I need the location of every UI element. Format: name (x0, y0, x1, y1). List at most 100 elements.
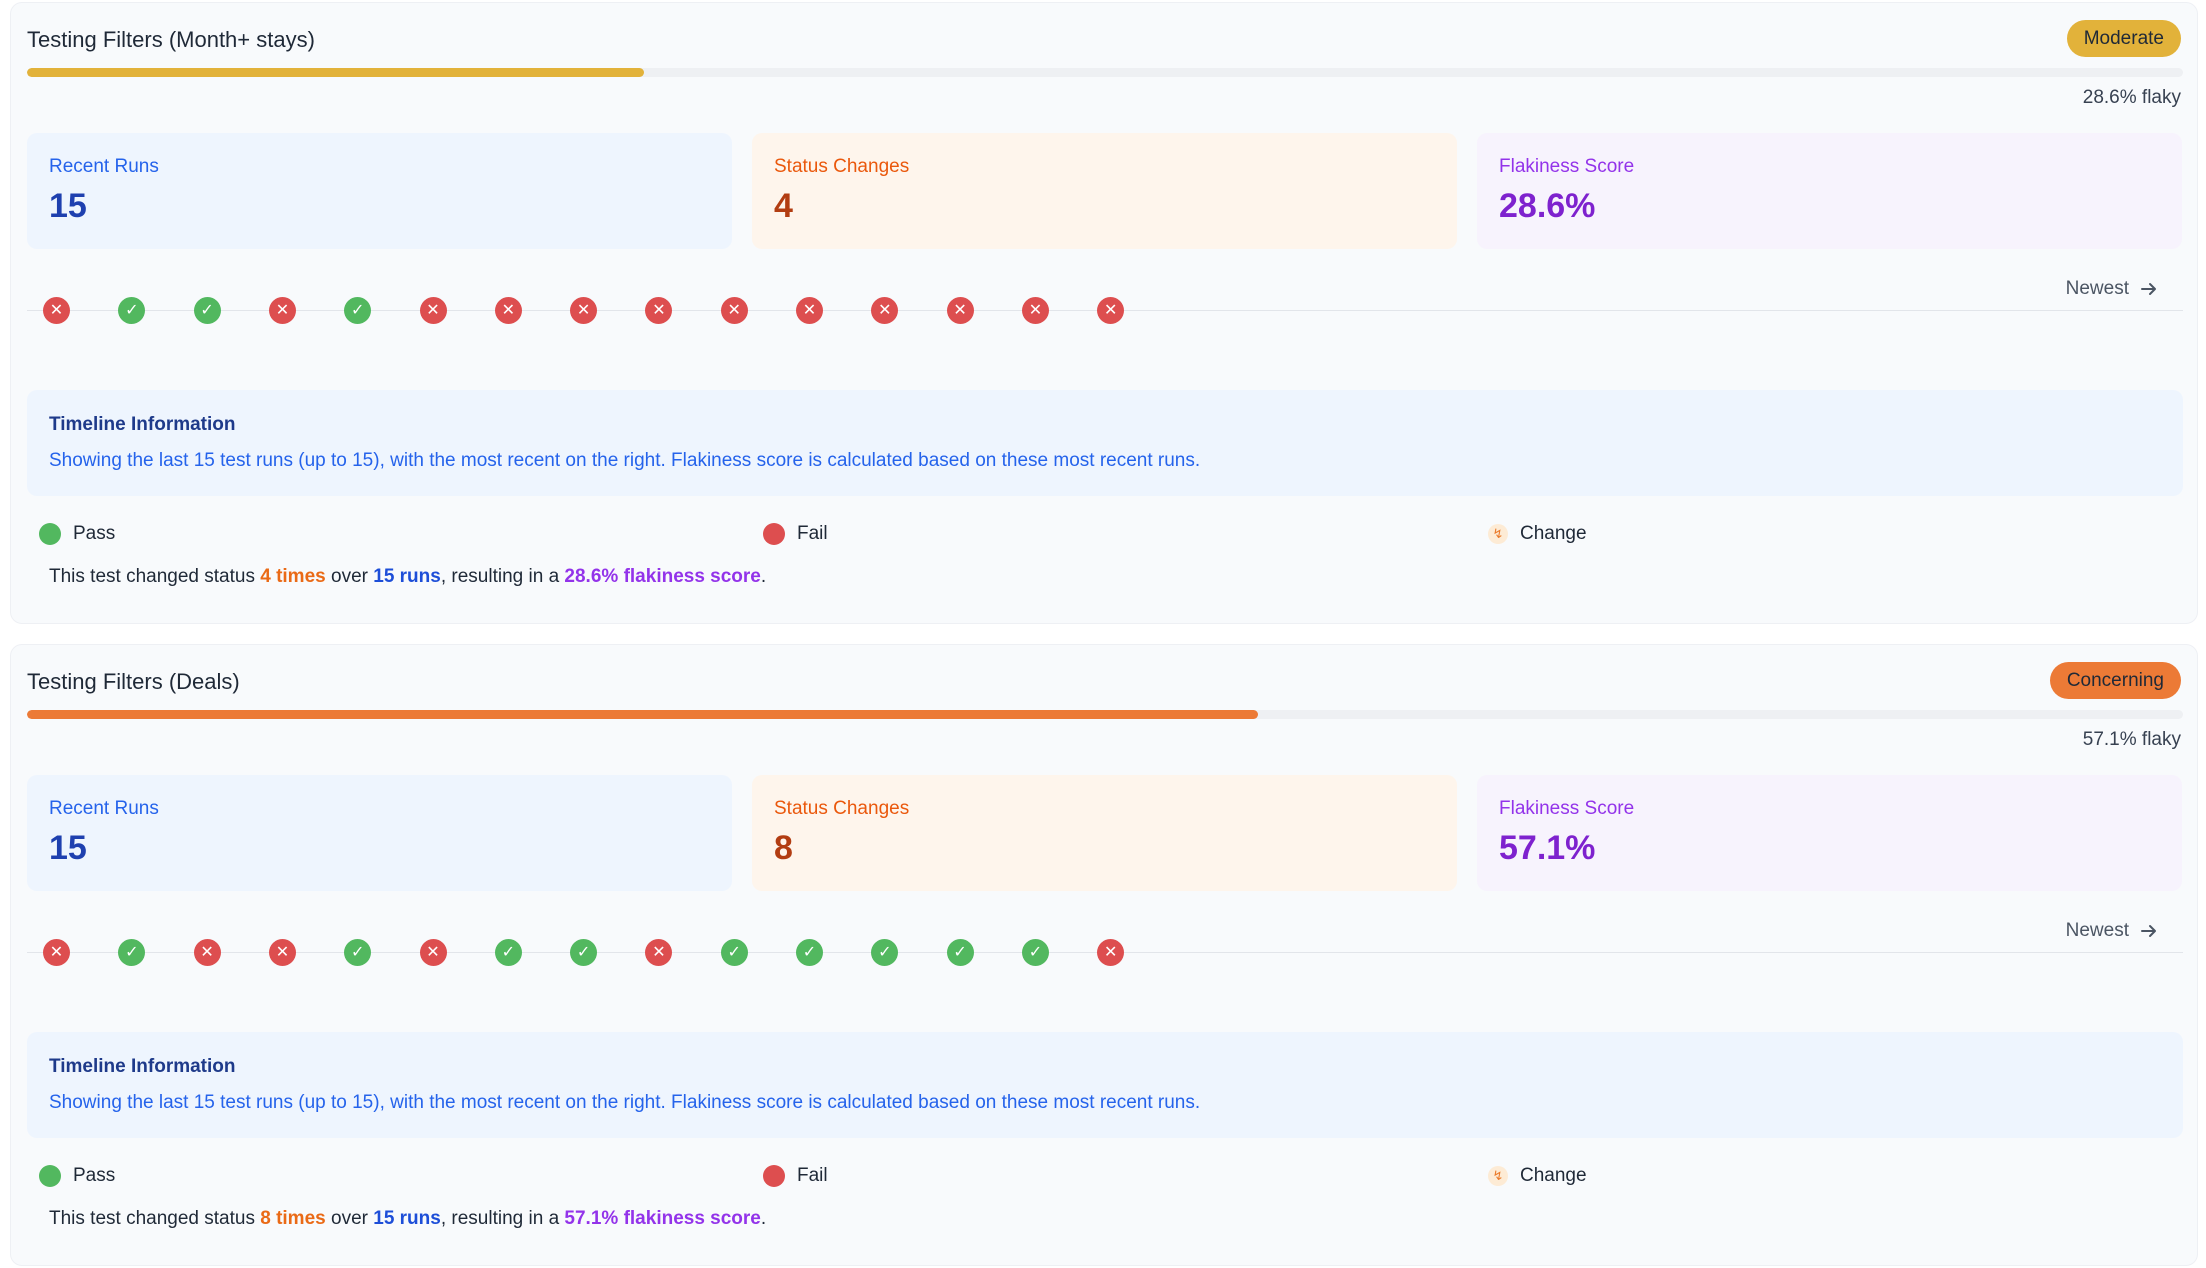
legend-change-label: Change (1520, 1165, 1587, 1186)
legend-fail: Fail (763, 1165, 828, 1187)
fail-x-icon[interactable]: ✕ (645, 939, 673, 966)
summary-runs: 15 runs (373, 566, 441, 587)
flaky-percentage: 57.1% flaky (2082, 729, 2181, 750)
legend-change-label: Change (1520, 523, 1587, 544)
pass-check-icon[interactable]: ✓ (344, 297, 372, 324)
fail-x-icon[interactable]: ✕ (43, 297, 70, 324)
summary-text: This test changed status 4 times over 15… (49, 566, 766, 588)
status-changes-stat: Status Changes 8 (752, 775, 1457, 891)
newest-indicator: Newest (2066, 278, 2159, 300)
timeline-info-box: Timeline Information Showing the last 15… (27, 1032, 2183, 1138)
recent-runs-stat: Recent Runs 15 (27, 775, 732, 891)
fail-x-icon[interactable]: ✕ (1097, 939, 1125, 966)
run-timeline: Newest ✕ ✓ ✓ ✕ ✓ ✕ ✕ ✕ ✕ ✕ ✕ ✕ ✕ ✕ ✕ (27, 273, 2183, 324)
flakiness-score-value: 28.6% (1499, 187, 1596, 225)
test-card: Testing Filters (Deals) Concerning 57.1%… (10, 644, 2198, 1266)
severity-badge: Concerning (2049, 662, 2181, 699)
legend-fail: Fail (763, 523, 828, 545)
fail-dot-icon (763, 523, 785, 545)
pass-check-icon[interactable]: ✓ (118, 297, 146, 324)
legend-pass-label: Pass (73, 1165, 116, 1186)
recent-runs-label: Recent Runs (49, 156, 159, 177)
fail-x-icon[interactable]: ✕ (268, 297, 296, 324)
summary-text: This test changed status 8 times over 15… (49, 1208, 766, 1230)
summary-score: 57.1% flakiness score (564, 1208, 761, 1229)
fail-x-icon[interactable]: ✕ (720, 297, 748, 324)
fail-x-icon[interactable]: ✕ (43, 939, 70, 966)
summary-prefix: This test changed status (49, 1208, 255, 1229)
flakiness-score-stat: Flakiness Score 28.6% (1477, 133, 2182, 249)
legend-pass-label: Pass (73, 523, 116, 544)
lightning-icon: ↯ (1488, 524, 1508, 544)
legend-change: ↯ Change (1488, 1165, 1587, 1187)
fail-x-icon[interactable]: ✕ (1021, 297, 1049, 324)
legend-fail-label: Fail (797, 523, 828, 544)
fail-x-icon[interactable]: ✕ (946, 297, 974, 324)
pass-check-icon[interactable]: ✓ (1021, 939, 1049, 966)
pass-check-icon[interactable]: ✓ (570, 939, 598, 966)
flakiness-progress-bar (27, 710, 2183, 719)
flaky-percentage: 28.6% flaky (2082, 87, 2181, 108)
fail-x-icon[interactable]: ✕ (193, 939, 221, 966)
flakiness-score-label: Flakiness Score (1499, 798, 1635, 819)
summary-end: . (760, 566, 767, 587)
summary-runs: 15 runs (373, 1208, 441, 1229)
pass-check-icon[interactable]: ✓ (494, 939, 522, 966)
flakiness-score-stat: Flakiness Score 57.1% (1477, 775, 2182, 891)
test-title: Testing Filters (Deals) (27, 669, 240, 694)
status-changes-label: Status Changes (774, 156, 910, 177)
lightning-icon: ↯ (1488, 1166, 1508, 1186)
status-changes-value: 8 (774, 829, 793, 867)
flakiness-progress-fill (27, 68, 644, 77)
pass-check-icon[interactable]: ✓ (946, 939, 974, 966)
fail-x-icon[interactable]: ✕ (419, 939, 447, 966)
summary-score: 28.6% flakiness score (564, 566, 761, 587)
summary-times: 8 times (260, 1208, 326, 1229)
summary-over: over (331, 1208, 368, 1229)
status-changes-stat: Status Changes 4 (752, 133, 1457, 249)
flakiness-progress-bar (27, 68, 2183, 77)
pass-check-icon[interactable]: ✓ (796, 939, 823, 966)
fail-x-icon[interactable]: ✕ (796, 297, 823, 324)
pass-check-icon[interactable]: ✓ (118, 939, 146, 966)
summary-times: 4 times (260, 566, 326, 587)
legend-pass: Pass (39, 1165, 115, 1187)
newest-label: Newest (2065, 278, 2129, 299)
timeline-info-text: Showing the last 15 test runs (up to 15)… (49, 450, 1201, 471)
severity-badge: Moderate (2066, 20, 2181, 57)
fail-x-icon[interactable]: ✕ (1097, 297, 1125, 324)
timeline-info-title: Timeline Information (49, 1056, 236, 1077)
summary-over: over (331, 566, 368, 587)
fail-x-icon[interactable]: ✕ (494, 297, 522, 324)
run-timeline: Newest ✕ ✓ ✕ ✕ ✓ ✕ ✓ ✓ ✕ ✓ ✓ ✓ ✓ ✓ ✕ (27, 915, 2183, 966)
flakiness-score-label: Flakiness Score (1499, 156, 1635, 177)
status-changes-label: Status Changes (774, 798, 910, 819)
recent-runs-value: 15 (49, 829, 87, 867)
pass-check-icon[interactable]: ✓ (193, 297, 221, 324)
pass-check-icon[interactable]: ✓ (720, 939, 748, 966)
timeline-info-title: Timeline Information (49, 414, 236, 435)
newest-indicator: Newest (2066, 920, 2159, 942)
recent-runs-value: 15 (49, 187, 87, 225)
fail-x-icon[interactable]: ✕ (570, 297, 598, 324)
legend-change: ↯ Change (1488, 523, 1587, 545)
fail-dot-icon (763, 1165, 785, 1187)
test-card: Testing Filters (Month+ stays) Moderate … (10, 2, 2198, 624)
summary-resulting: , resulting in a (440, 1208, 560, 1229)
fail-x-icon[interactable]: ✕ (268, 939, 296, 966)
legend-fail-label: Fail (797, 1165, 828, 1186)
arrow-right-icon (2141, 925, 2156, 937)
pass-check-icon[interactable]: ✓ (344, 939, 372, 966)
pass-dot-icon (39, 523, 61, 545)
fail-x-icon[interactable]: ✕ (419, 297, 447, 324)
legend-pass: Pass (39, 523, 115, 545)
test-title: Testing Filters (Month+ stays) (27, 27, 315, 52)
pass-check-icon[interactable]: ✓ (871, 939, 899, 966)
newest-label: Newest (2065, 920, 2129, 941)
status-changes-value: 4 (774, 187, 793, 225)
pass-dot-icon (39, 1165, 61, 1187)
recent-runs-stat: Recent Runs 15 (27, 133, 732, 249)
fail-x-icon[interactable]: ✕ (871, 297, 899, 324)
flakiness-score-value: 57.1% (1499, 829, 1596, 867)
fail-x-icon[interactable]: ✕ (645, 297, 673, 324)
